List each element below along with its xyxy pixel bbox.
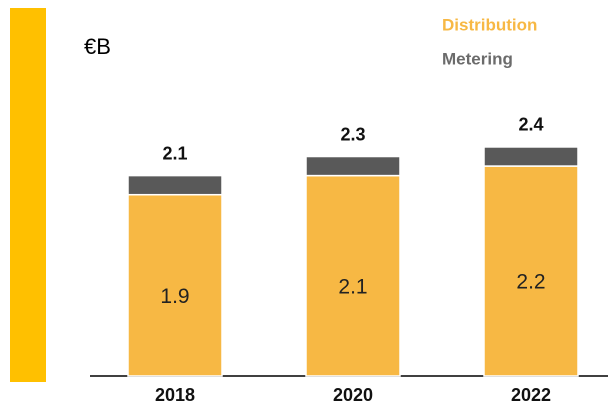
bar-segment [305, 155, 401, 177]
total-label: 2.4 [518, 115, 543, 135]
value-label: 2.1 [338, 275, 367, 298]
unit-label: €B [84, 34, 111, 59]
total-label: 2.1 [162, 143, 187, 163]
total-label: 2.3 [340, 124, 365, 144]
value-label: 1.9 [160, 285, 189, 308]
bar-segment [305, 174, 401, 377]
value-label: 2.2 [516, 271, 545, 294]
x-tick-label: 2022 [511, 385, 551, 405]
x-tick-label: 2018 [155, 385, 195, 405]
bar-segment [127, 174, 223, 196]
x-tick-label: 2020 [333, 385, 373, 405]
bar-segment [127, 193, 223, 377]
bar-segment [483, 146, 579, 167]
accent-bar [10, 8, 46, 382]
legend-label: Distribution [442, 15, 537, 34]
legend-label: Metering [442, 49, 513, 68]
